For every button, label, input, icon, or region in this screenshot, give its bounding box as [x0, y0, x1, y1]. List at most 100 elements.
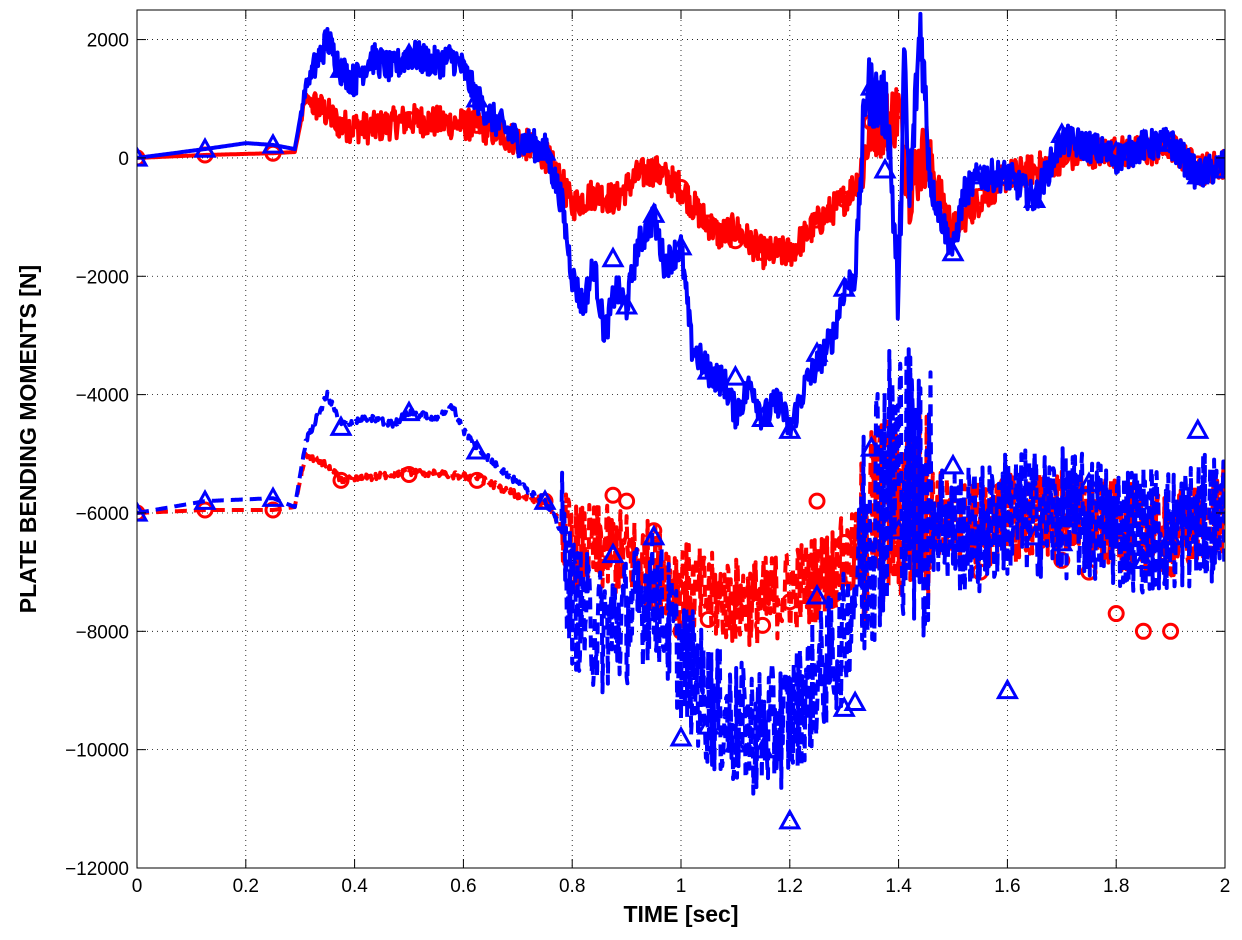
circle-marker	[781, 244, 799, 262]
y-axis-label: PLATE BENDING MOMENTS [N]	[15, 265, 41, 613]
triangle-marker	[968, 163, 992, 185]
circle-marker	[808, 492, 826, 510]
y-tick-label: −10000	[65, 741, 129, 762]
triangle-marker	[615, 293, 639, 315]
circle-marker	[604, 190, 622, 208]
x-tick-label: 1.8	[1103, 876, 1129, 897]
circle-marker	[332, 471, 350, 489]
circle-marker	[332, 116, 350, 134]
circle-marker	[754, 244, 772, 262]
circle-marker	[645, 161, 663, 179]
tick-marks	[136, 10, 1226, 869]
triangle-marker	[995, 163, 1019, 185]
x-tick-label: 1.2	[777, 876, 803, 897]
triangle-marker	[1131, 128, 1155, 149]
triangle-marker	[696, 713, 720, 735]
triangle-marker	[329, 57, 353, 78]
circle-marker	[400, 466, 418, 484]
circle-marker	[754, 616, 772, 634]
circle-marker	[1162, 622, 1180, 640]
circle-marker	[400, 110, 418, 128]
triangle-marker	[1050, 122, 1074, 143]
series-line-4	[137, 347, 1225, 796]
triangle-marker	[601, 542, 625, 564]
x-tick-label: 2	[1220, 876, 1231, 897]
triangle-marker	[1186, 418, 1210, 439]
x-tick-label: 0.8	[559, 876, 585, 897]
triangle-marker	[1023, 187, 1047, 209]
x-tick-label: 0.6	[450, 876, 476, 897]
triangle-marker	[723, 731, 747, 753]
y-tick-label: 0	[118, 149, 129, 170]
triangle-marker	[1077, 471, 1101, 493]
x-tick-label: 0.4	[341, 876, 368, 897]
x-tick-label: 1.4	[885, 876, 912, 897]
triangle-marker	[1077, 134, 1101, 155]
y-tick-label: −12000	[65, 859, 129, 880]
triangle-marker	[914, 500, 938, 522]
y-tick-label: 2000	[87, 31, 129, 52]
triangle-marker	[887, 518, 911, 540]
circle-marker	[835, 190, 853, 208]
circle-marker	[264, 501, 282, 519]
triangle-marker	[193, 136, 217, 158]
triangle-marker	[261, 132, 285, 154]
y-tick-label: −8000	[76, 622, 129, 643]
triangle-marker	[601, 246, 625, 268]
circle-marker	[699, 214, 717, 232]
triangle-marker	[941, 453, 965, 475]
triangle-marker	[533, 489, 557, 510]
x-tick-label: 1	[676, 876, 687, 897]
triangle-marker	[778, 418, 802, 439]
x-tick-label: 0	[132, 876, 143, 897]
triangle-marker	[1050, 530, 1074, 552]
circle-marker	[781, 593, 799, 611]
circle-marker	[726, 599, 744, 617]
triangle-marker	[642, 202, 666, 223]
triangle-marker	[843, 690, 867, 712]
x-tick-label: 0.2	[233, 876, 259, 897]
triangle-marker	[137, 500, 149, 522]
triangle-marker	[751, 406, 775, 427]
circle-marker	[808, 211, 826, 229]
triangle-marker	[696, 358, 720, 380]
triangle-marker	[329, 415, 353, 436]
triangle-marker	[941, 240, 965, 262]
triangle-marker	[1023, 524, 1047, 546]
triangle-marker	[1213, 500, 1225, 522]
circle-marker	[672, 179, 690, 197]
x-tick-label: 1.6	[994, 876, 1020, 897]
circle-marker	[604, 486, 622, 504]
triangle-marker	[669, 725, 693, 747]
triangle-marker	[805, 583, 829, 605]
triangle-marker	[968, 524, 992, 546]
triangle-marker	[1159, 524, 1183, 546]
triangle-marker	[1186, 163, 1210, 185]
triangle-marker	[193, 489, 217, 510]
triangle-marker	[873, 157, 897, 179]
triangle-marker	[465, 438, 489, 460]
triangle-marker	[778, 808, 802, 830]
circle-marker	[726, 232, 744, 250]
triangle-marker	[1104, 139, 1128, 161]
x-axis-label: TIME [sec]	[623, 901, 738, 927]
circle-marker	[835, 534, 853, 552]
circle-marker	[618, 492, 636, 510]
series-layer	[137, 11, 1225, 830]
triangle-marker	[805, 341, 829, 362]
circle-marker	[468, 471, 486, 489]
triangle-marker	[465, 86, 489, 108]
triangle-marker	[397, 400, 421, 422]
y-tick-label: −2000	[76, 267, 129, 288]
triangle-marker	[397, 42, 421, 64]
y-tick-label: −6000	[76, 504, 129, 525]
triangle-marker	[751, 737, 775, 759]
triangle-marker	[533, 139, 557, 161]
triangle-marker	[723, 364, 747, 386]
triangle-marker	[859, 435, 883, 457]
triangle-marker	[1159, 131, 1183, 152]
triangle-marker	[859, 74, 883, 96]
triangle-marker	[669, 234, 693, 256]
triangle-marker	[137, 145, 149, 167]
